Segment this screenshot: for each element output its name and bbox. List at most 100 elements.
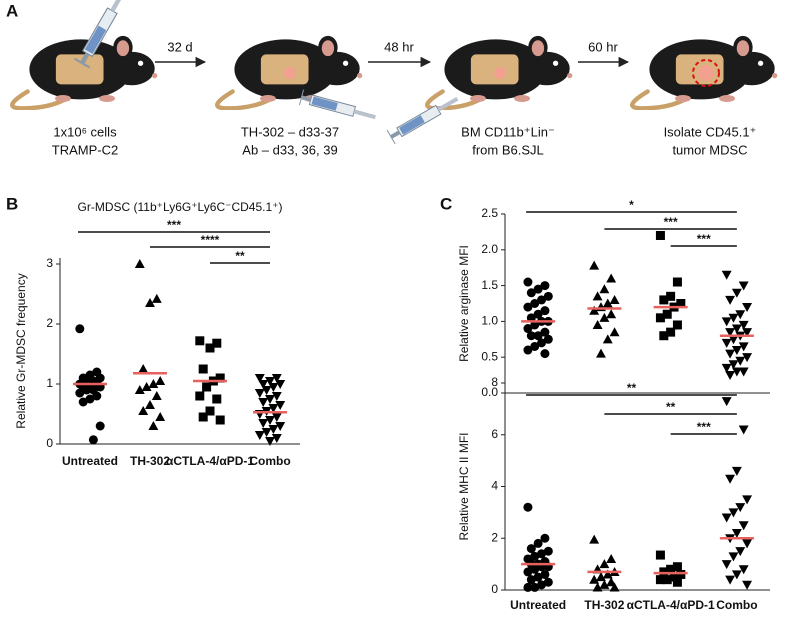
point (721, 513, 732, 523)
x-tick-label: αCTLA-4/αPD-1 (166, 454, 254, 468)
point (672, 577, 682, 587)
point (212, 338, 222, 348)
point (596, 348, 606, 358)
point (606, 554, 617, 563)
point (523, 277, 533, 287)
point (258, 418, 269, 428)
point (537, 338, 547, 348)
point (592, 291, 603, 301)
y-tick-label: 2.5 (481, 206, 498, 220)
point (543, 546, 553, 556)
point (606, 273, 617, 283)
panel-label: A (6, 1, 18, 20)
point (145, 400, 155, 410)
point (543, 577, 553, 587)
point (141, 382, 152, 392)
point (540, 306, 550, 316)
point (134, 385, 145, 395)
point (155, 376, 166, 386)
y-tick-label: 1.0 (481, 314, 498, 328)
significance-label: *** (697, 420, 711, 434)
syringe (385, 91, 462, 146)
significance-label: ** (627, 381, 637, 395)
point (268, 403, 279, 413)
point (537, 549, 547, 559)
point (735, 356, 746, 366)
point (589, 305, 600, 315)
caption: BM CD11b⁺Lin⁻ (461, 124, 555, 139)
significance-label: ** (666, 400, 676, 414)
point (530, 320, 540, 330)
point (659, 295, 669, 305)
point (725, 295, 736, 305)
y-tick-label: 2.0 (481, 242, 498, 256)
panel-label: C (440, 194, 452, 213)
y-tick-label: 0.0 (481, 385, 498, 399)
point (655, 575, 665, 585)
point (742, 580, 753, 590)
point (265, 394, 275, 404)
y-tick-label: 8 (491, 375, 498, 389)
x-tick-label: αCTLA-4/αPD-1 (627, 598, 715, 612)
point (155, 412, 166, 422)
caption: tumor MDSC (672, 142, 747, 157)
point (735, 547, 746, 557)
point (268, 424, 279, 434)
point (725, 349, 736, 359)
point (530, 564, 540, 574)
point (205, 406, 215, 416)
caption: TRAMP-C2 (52, 142, 118, 157)
caption: Ab – d33, 36, 39 (242, 142, 337, 157)
point (592, 320, 603, 330)
point (662, 575, 672, 585)
point (742, 495, 753, 505)
significance-label: *** (167, 218, 181, 232)
point (540, 569, 550, 579)
point (138, 406, 149, 416)
significance-label: * (629, 198, 634, 212)
caption: from B6.SJL (472, 142, 544, 157)
point (271, 373, 282, 383)
y-tick-label: 4 (491, 479, 498, 493)
tumor (284, 67, 296, 79)
point (589, 534, 600, 544)
step-label: 32 d (167, 39, 192, 54)
schematic: A 32 d 48 hr 60 hr 1x10⁶ cells TRAMP-C2 … (6, 0, 777, 157)
point (672, 562, 682, 572)
point (265, 376, 275, 386)
point (526, 313, 536, 323)
point (731, 288, 742, 298)
point (738, 320, 749, 330)
point (530, 341, 540, 351)
chart-title: Gr-MDSC (11b⁺Ly6G⁺Ly6C⁻CD45.1⁺) (78, 200, 283, 214)
significance-label: ** (235, 249, 245, 263)
point (537, 580, 547, 590)
point (659, 567, 669, 577)
point (721, 560, 732, 570)
point (602, 569, 613, 579)
point (589, 574, 600, 584)
point (215, 415, 225, 425)
point (721, 338, 732, 348)
y-axis-label: Relative arginase MFI (457, 245, 471, 362)
point (254, 430, 265, 440)
point (148, 421, 159, 431)
point (721, 363, 732, 373)
point (275, 400, 286, 410)
point (540, 281, 550, 291)
point (198, 364, 208, 374)
point (212, 394, 222, 404)
point (533, 572, 543, 582)
x-tick-label: Untreated (510, 598, 566, 612)
point (735, 310, 746, 320)
point (725, 575, 736, 585)
point (265, 415, 275, 425)
point (523, 502, 533, 512)
point (275, 379, 286, 389)
point (254, 373, 265, 383)
point (731, 345, 742, 355)
point (609, 327, 620, 337)
point (666, 327, 676, 337)
significance-label: **** (201, 233, 220, 247)
point (731, 367, 742, 377)
